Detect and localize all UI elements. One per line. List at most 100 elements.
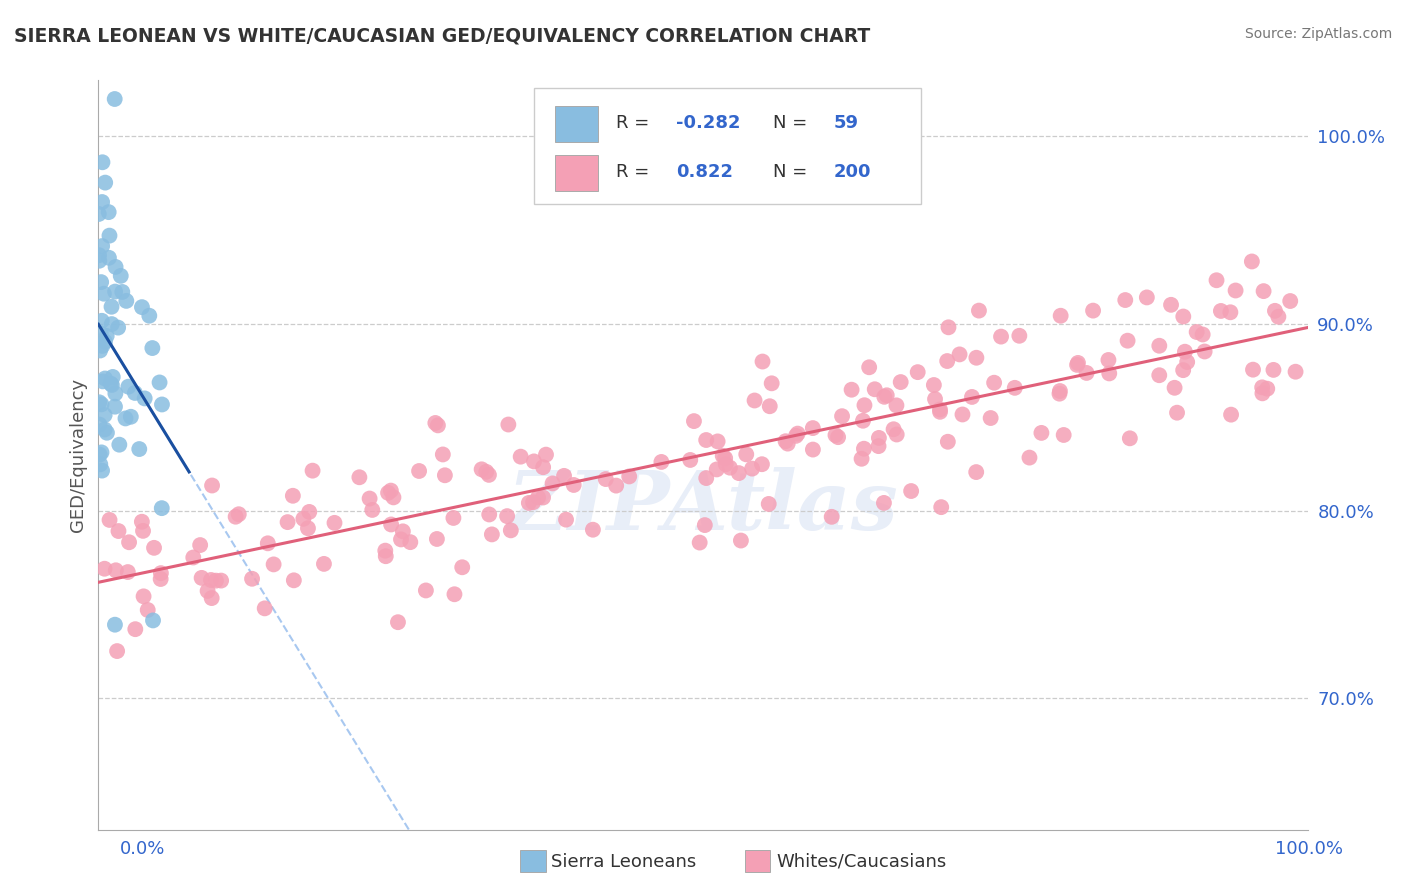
Point [852, 442, 875, 456]
Point [1136, 290, 1159, 304]
Point [108, 438, 131, 452]
Point [94, 371, 117, 385]
Point [1008, 328, 1031, 343]
FancyBboxPatch shape [534, 87, 921, 204]
Point [200, 573, 222, 587]
Point [91, 375, 114, 389]
Text: 0.822: 0.822 [676, 163, 734, 181]
Point [1049, 309, 1071, 323]
Point [111, 285, 134, 299]
Point [312, 557, 335, 571]
Point [1256, 382, 1278, 396]
Point [689, 535, 711, 549]
Point [87, 248, 110, 262]
Point [1067, 356, 1090, 370]
Point [451, 560, 474, 574]
Point [359, 491, 381, 506]
Point [150, 397, 173, 411]
Point [377, 486, 399, 500]
Point [283, 574, 305, 588]
Point [1173, 310, 1195, 324]
Point [1114, 293, 1136, 307]
Point [499, 524, 522, 538]
Point [134, 392, 156, 406]
Point [104, 92, 127, 106]
Point [190, 571, 212, 585]
Point [205, 574, 228, 588]
Point [1267, 310, 1289, 324]
Point [101, 378, 124, 392]
Point [851, 451, 873, 466]
Text: ZIPAtlas: ZIPAtlas [508, 467, 898, 548]
Point [120, 409, 142, 424]
Point [1053, 428, 1076, 442]
Point [900, 483, 922, 498]
Point [853, 398, 876, 412]
Point [983, 376, 1005, 390]
Point [744, 393, 766, 408]
Point [907, 365, 929, 379]
Point [952, 408, 974, 422]
Point [523, 454, 546, 468]
Point [91, 339, 114, 353]
Point [475, 465, 498, 479]
Point [858, 360, 880, 375]
Point [256, 536, 278, 550]
Point [1251, 386, 1274, 401]
Point [292, 512, 315, 526]
Point [541, 476, 564, 491]
Point [1004, 381, 1026, 395]
Point [965, 465, 987, 479]
Point [148, 376, 170, 390]
Point [253, 601, 276, 615]
Point [104, 617, 127, 632]
Point [1031, 425, 1053, 440]
FancyBboxPatch shape [555, 106, 598, 142]
Point [936, 434, 959, 449]
Point [93, 286, 115, 301]
Text: 200: 200 [834, 163, 872, 181]
Point [693, 518, 716, 533]
Point [1279, 293, 1302, 308]
Point [96, 329, 118, 343]
Point [136, 603, 159, 617]
Point [841, 383, 863, 397]
Point [98, 513, 121, 527]
Point [89, 448, 111, 462]
Point [801, 421, 824, 435]
Point [938, 320, 960, 334]
Point [426, 532, 449, 546]
Point [531, 460, 554, 475]
Point [93, 562, 115, 576]
Point [967, 303, 990, 318]
Y-axis label: GED/Equivalency: GED/Equivalency [69, 378, 87, 532]
Point [873, 390, 896, 404]
Point [100, 300, 122, 314]
Point [924, 392, 946, 406]
Point [786, 426, 808, 441]
Text: 100.0%: 100.0% [1275, 840, 1343, 858]
Point [389, 533, 412, 547]
Point [426, 418, 449, 433]
Point [711, 449, 734, 463]
Point [960, 390, 983, 404]
Point [890, 375, 912, 389]
Point [582, 523, 605, 537]
Point [650, 455, 672, 469]
Point [91, 464, 114, 478]
Point [374, 549, 396, 564]
Point [1097, 353, 1119, 368]
Point [240, 572, 263, 586]
Point [496, 509, 519, 524]
Text: N =: N = [773, 163, 807, 181]
Point [142, 614, 165, 628]
Point [117, 379, 139, 393]
Point [380, 483, 402, 498]
Point [100, 317, 122, 331]
Point [104, 563, 127, 577]
Point [89, 343, 111, 358]
Point [527, 491, 550, 505]
Point [929, 402, 952, 417]
Point [886, 398, 908, 412]
Text: Whites/Caucasians: Whites/Caucasians [776, 853, 946, 871]
